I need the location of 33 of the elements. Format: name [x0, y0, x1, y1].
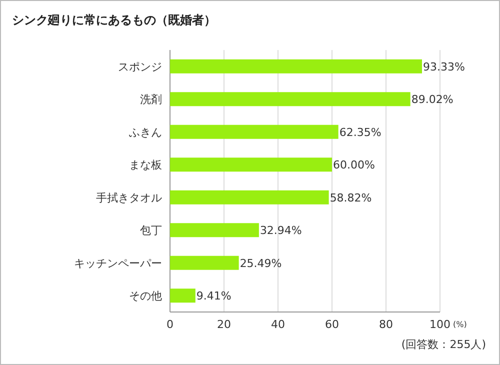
- bar: [170, 158, 332, 172]
- data-label: 93.33%: [422, 60, 465, 74]
- x-tick-label: 40: [271, 318, 285, 331]
- y-tick-label: 洗剤: [140, 93, 162, 106]
- x-tick-label: 20: [217, 318, 231, 331]
- bar: [170, 288, 196, 303]
- bar: [170, 190, 329, 204]
- data-label: 25.49%: [240, 256, 282, 270]
- y-tick-label: キッチンペーパー: [74, 256, 162, 270]
- bar: [170, 92, 410, 106]
- data-label: 9.41%: [196, 290, 232, 303]
- data-label: 89.02%: [411, 93, 454, 106]
- y-tick-label: その他: [129, 290, 162, 303]
- y-tick-label: 包丁: [140, 224, 162, 238]
- y-tick-label: スポンジ: [118, 60, 162, 74]
- bar: [170, 256, 239, 270]
- x-tick-label: 60: [325, 318, 339, 331]
- data-label: 58.82%: [330, 191, 372, 204]
- y-tick-label: ふきん: [128, 126, 162, 139]
- data-label: 32.94%: [260, 224, 302, 238]
- y-tick-label: まな板: [129, 158, 162, 172]
- x-tick-label: 0: [166, 318, 174, 331]
- bar: [170, 59, 422, 74]
- data-label: 62.35%: [339, 126, 382, 139]
- chart-title: シンク廻りに常にあるもの（既婚者）: [12, 13, 216, 27]
- x-tick-label: 100: [430, 318, 450, 331]
- y-tick-label: 手拭きタオル: [96, 191, 162, 204]
- x-tick-label: 80: [379, 318, 393, 331]
- data-label: 60.00%: [333, 158, 375, 172]
- text: (回答数：255人): [401, 338, 486, 351]
- bar: [170, 124, 338, 139]
- x-axis-title: (%): [453, 320, 467, 329]
- bar: [170, 223, 259, 238]
